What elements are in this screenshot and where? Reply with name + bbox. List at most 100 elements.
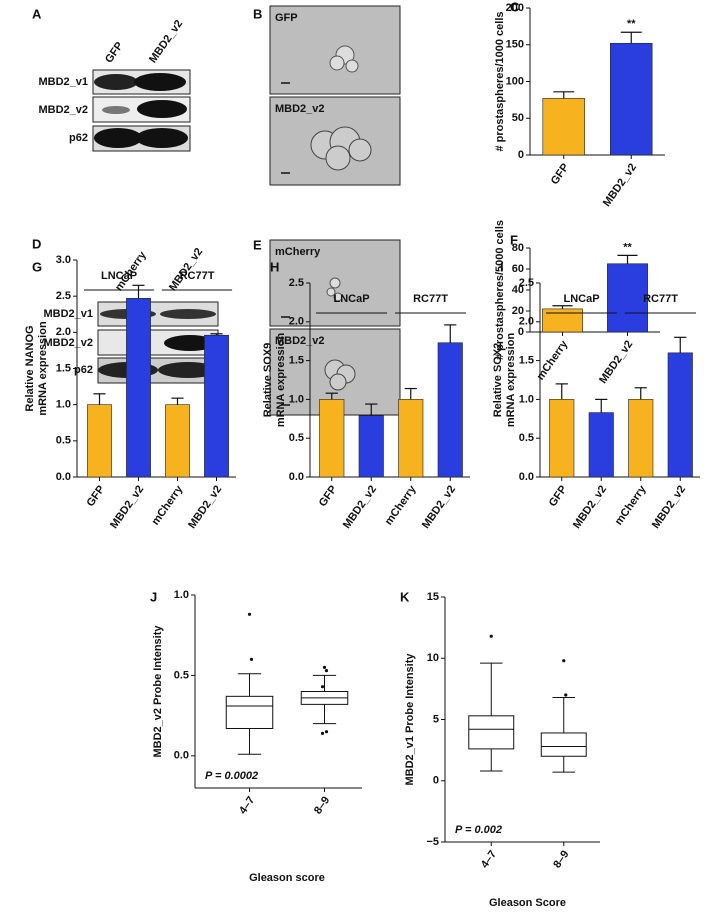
annotation: P = 0.002 (455, 824, 502, 836)
y-tick-label: 15 (427, 591, 439, 603)
bar (628, 399, 654, 478)
panel-letter: A (32, 6, 42, 21)
y-axis-label: # prostaspheres/5000 cells (494, 220, 506, 360)
panel-letter: G (32, 259, 42, 274)
y-tick-label: 2.5 (519, 277, 534, 289)
y-axis-label: Relative NANOG (24, 325, 36, 411)
y-tick-label: 0.0 (174, 750, 189, 762)
y-tick-label: 80 (512, 242, 524, 254)
y-tick-label: 1.5 (56, 362, 71, 374)
bar (87, 404, 112, 478)
y-tick-label: 0 (518, 326, 524, 338)
y-tick-label: 2.0 (56, 326, 71, 338)
bar (358, 415, 384, 478)
x-tick-label: MBD2_v2 (571, 484, 609, 531)
y-tick-label: 2.5 (56, 290, 71, 302)
y-tick-label: 2.0 (519, 316, 534, 328)
lane-label: GFP (103, 40, 126, 65)
y-axis-label: mRNA expression (37, 321, 49, 416)
image-label: MBD2_v2 (275, 335, 325, 347)
x-axis-label: Gleason Score (489, 897, 566, 909)
y-tick-label: 2.5 (289, 277, 304, 289)
bar (667, 352, 693, 478)
y-tick-label: 50 (512, 112, 524, 124)
micrograph (269, 5, 401, 186)
group-label: RC77T (643, 293, 678, 305)
y-tick-label: 3.0 (56, 254, 71, 266)
y-axis-label: # prostaspheres/1000 cells (494, 11, 506, 151)
y-tick-label: 1.5 (289, 355, 304, 367)
y-tick-label: 60 (512, 263, 524, 275)
group-label: RC77T (413, 293, 448, 305)
box (540, 732, 587, 757)
group-label: RC77T (180, 270, 215, 282)
bar (319, 399, 345, 478)
y-tick-label: 1.0 (519, 393, 534, 405)
bar (398, 399, 424, 478)
x-tick-label: 8–9 (312, 795, 332, 817)
bar (549, 399, 575, 478)
bar (542, 308, 583, 333)
row-label: MBD2_v2 (38, 104, 88, 116)
x-tick-label: MBD2_v2 (108, 484, 146, 531)
x-axis-label: Gleason score (249, 872, 325, 884)
flier (320, 731, 325, 735)
flier (247, 612, 252, 616)
flier (489, 634, 493, 638)
y-axis-label: Relative SOX2 (492, 343, 504, 418)
group-label: LNCaP (333, 293, 369, 305)
x-tick-label: GFP (85, 484, 108, 509)
y-axis-label: Relative SOX9 (262, 343, 274, 418)
bar (165, 404, 190, 478)
x-tick-label: GFP (549, 162, 572, 187)
panel-letter: F (510, 232, 518, 247)
box (468, 715, 515, 750)
panel-letter: B (253, 6, 262, 21)
y-tick-label: 0.5 (56, 435, 71, 447)
significance: ** (627, 18, 636, 30)
bar (588, 412, 614, 478)
row-label: MBD2_v2 (43, 337, 93, 349)
panel-letter: C (510, 0, 520, 14)
bar (126, 298, 151, 478)
row-label: p62 (74, 364, 93, 376)
y-tick-label: 40 (512, 284, 524, 296)
significance: ** (623, 241, 632, 253)
bar (542, 98, 585, 156)
y-tick-label: 0.5 (519, 432, 534, 444)
flier (324, 668, 329, 673)
y-tick-label: 0.0 (519, 471, 534, 483)
bar (610, 42, 653, 156)
flier (322, 665, 327, 669)
x-tick-label: 4–7 (237, 795, 257, 817)
panel-letter: J (150, 589, 157, 604)
annotation: P = 0.0002 (205, 770, 258, 782)
y-tick-label: −5 (426, 836, 439, 848)
y-tick-label: 1.0 (289, 393, 304, 405)
panel-letter: K (400, 589, 410, 604)
y-tick-label: 150 (506, 39, 524, 51)
group-label: LNCaP (563, 293, 599, 305)
y-tick-label: 200 (506, 2, 524, 14)
x-tick-label: MBD2_v2 (420, 484, 458, 531)
image-label: mCherry (275, 246, 321, 258)
flier (564, 693, 568, 697)
y-tick-label: 0.0 (289, 471, 304, 483)
bar (204, 334, 229, 478)
bar (437, 342, 463, 478)
x-tick-label: MBD2_v2 (597, 339, 635, 386)
y-tick-label: 1.0 (56, 399, 71, 411)
x-tick-label: mCherry (383, 483, 419, 528)
y-tick-label: 100 (506, 75, 524, 87)
y-tick-label: 1.0 (174, 589, 189, 601)
x-tick-label: MBD2_v2 (186, 484, 224, 531)
group-label: LNCaP (101, 270, 137, 282)
flier (249, 657, 254, 661)
y-tick-label: 0 (433, 775, 439, 787)
x-tick-label: 4–7 (479, 849, 499, 871)
x-tick-label: GFP (317, 484, 340, 509)
y-tick-label: 0.0 (56, 471, 71, 483)
y-tick-label: 5 (433, 713, 439, 725)
flier (320, 685, 325, 689)
